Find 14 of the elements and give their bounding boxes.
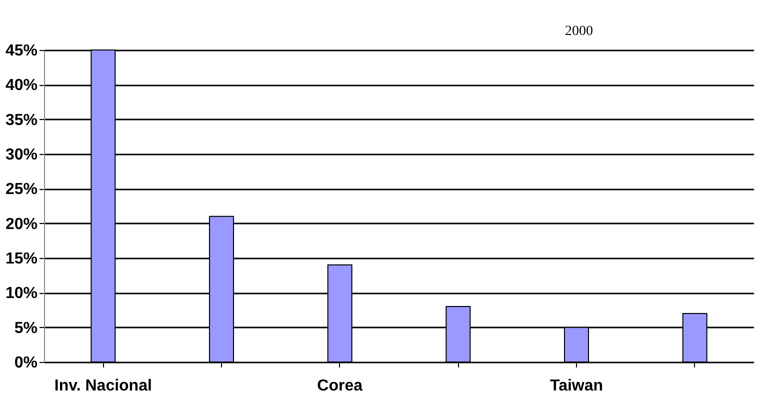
y-tick-label: 0% [14,354,38,372]
x-tick-label: Inv. Nacional [54,378,152,394]
y-tick-label: 20% [5,216,38,233]
y-tick-label: 40% [5,77,38,94]
y-tick-label: 35% [5,112,38,129]
y-tick-label: 5% [14,320,38,337]
x-tick-label: Corea [317,378,363,394]
y-tick-label: 25% [5,181,38,198]
y-tick-label: 10% [5,285,38,302]
y-tick-label: 45% [5,42,38,60]
x-tick-label: Taiwan [550,378,604,394]
chart-title: 2000 [565,24,593,39]
y-tick-label: 15% [5,250,38,268]
y-tick-label: 30% [5,146,38,164]
